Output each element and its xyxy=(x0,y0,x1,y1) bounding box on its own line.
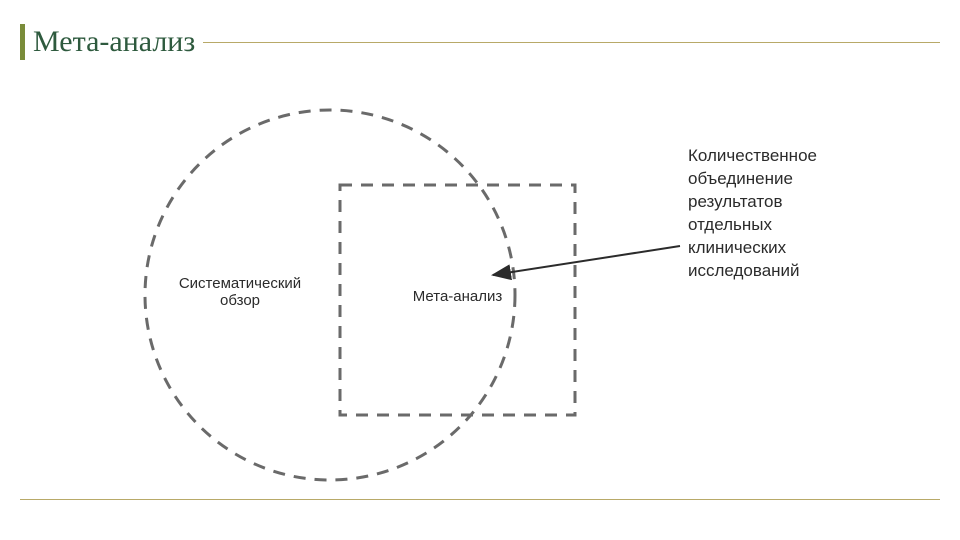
systematic-review-label-text: Систематическийобзор xyxy=(179,275,301,309)
description-line: объединение xyxy=(688,168,817,191)
title-accent-bar xyxy=(20,24,25,60)
title-rule xyxy=(203,42,940,43)
description-line: исследований xyxy=(688,260,817,283)
description-line: Количественное xyxy=(688,145,817,168)
page-title: Мета-анализ xyxy=(33,25,195,59)
systematic-review-label: Систематическийобзор xyxy=(165,275,315,309)
description-line: отдельных xyxy=(688,214,817,237)
meta-analysis-label-text: Мета-анализ xyxy=(413,288,503,305)
bottom-rule xyxy=(20,499,940,500)
meta-analysis-label: Мета-анализ xyxy=(403,288,513,305)
description-line: результатов xyxy=(688,191,817,214)
description-text: Количественноеобъединениерезультатовотде… xyxy=(688,145,817,283)
title-bar: Мета-анализ xyxy=(20,24,940,60)
diagram-svg xyxy=(0,70,960,500)
arrow-line xyxy=(493,246,680,275)
diagram-area: Систематическийобзор Мета-анализ Количес… xyxy=(0,70,960,500)
description-line: клинических xyxy=(688,237,817,260)
